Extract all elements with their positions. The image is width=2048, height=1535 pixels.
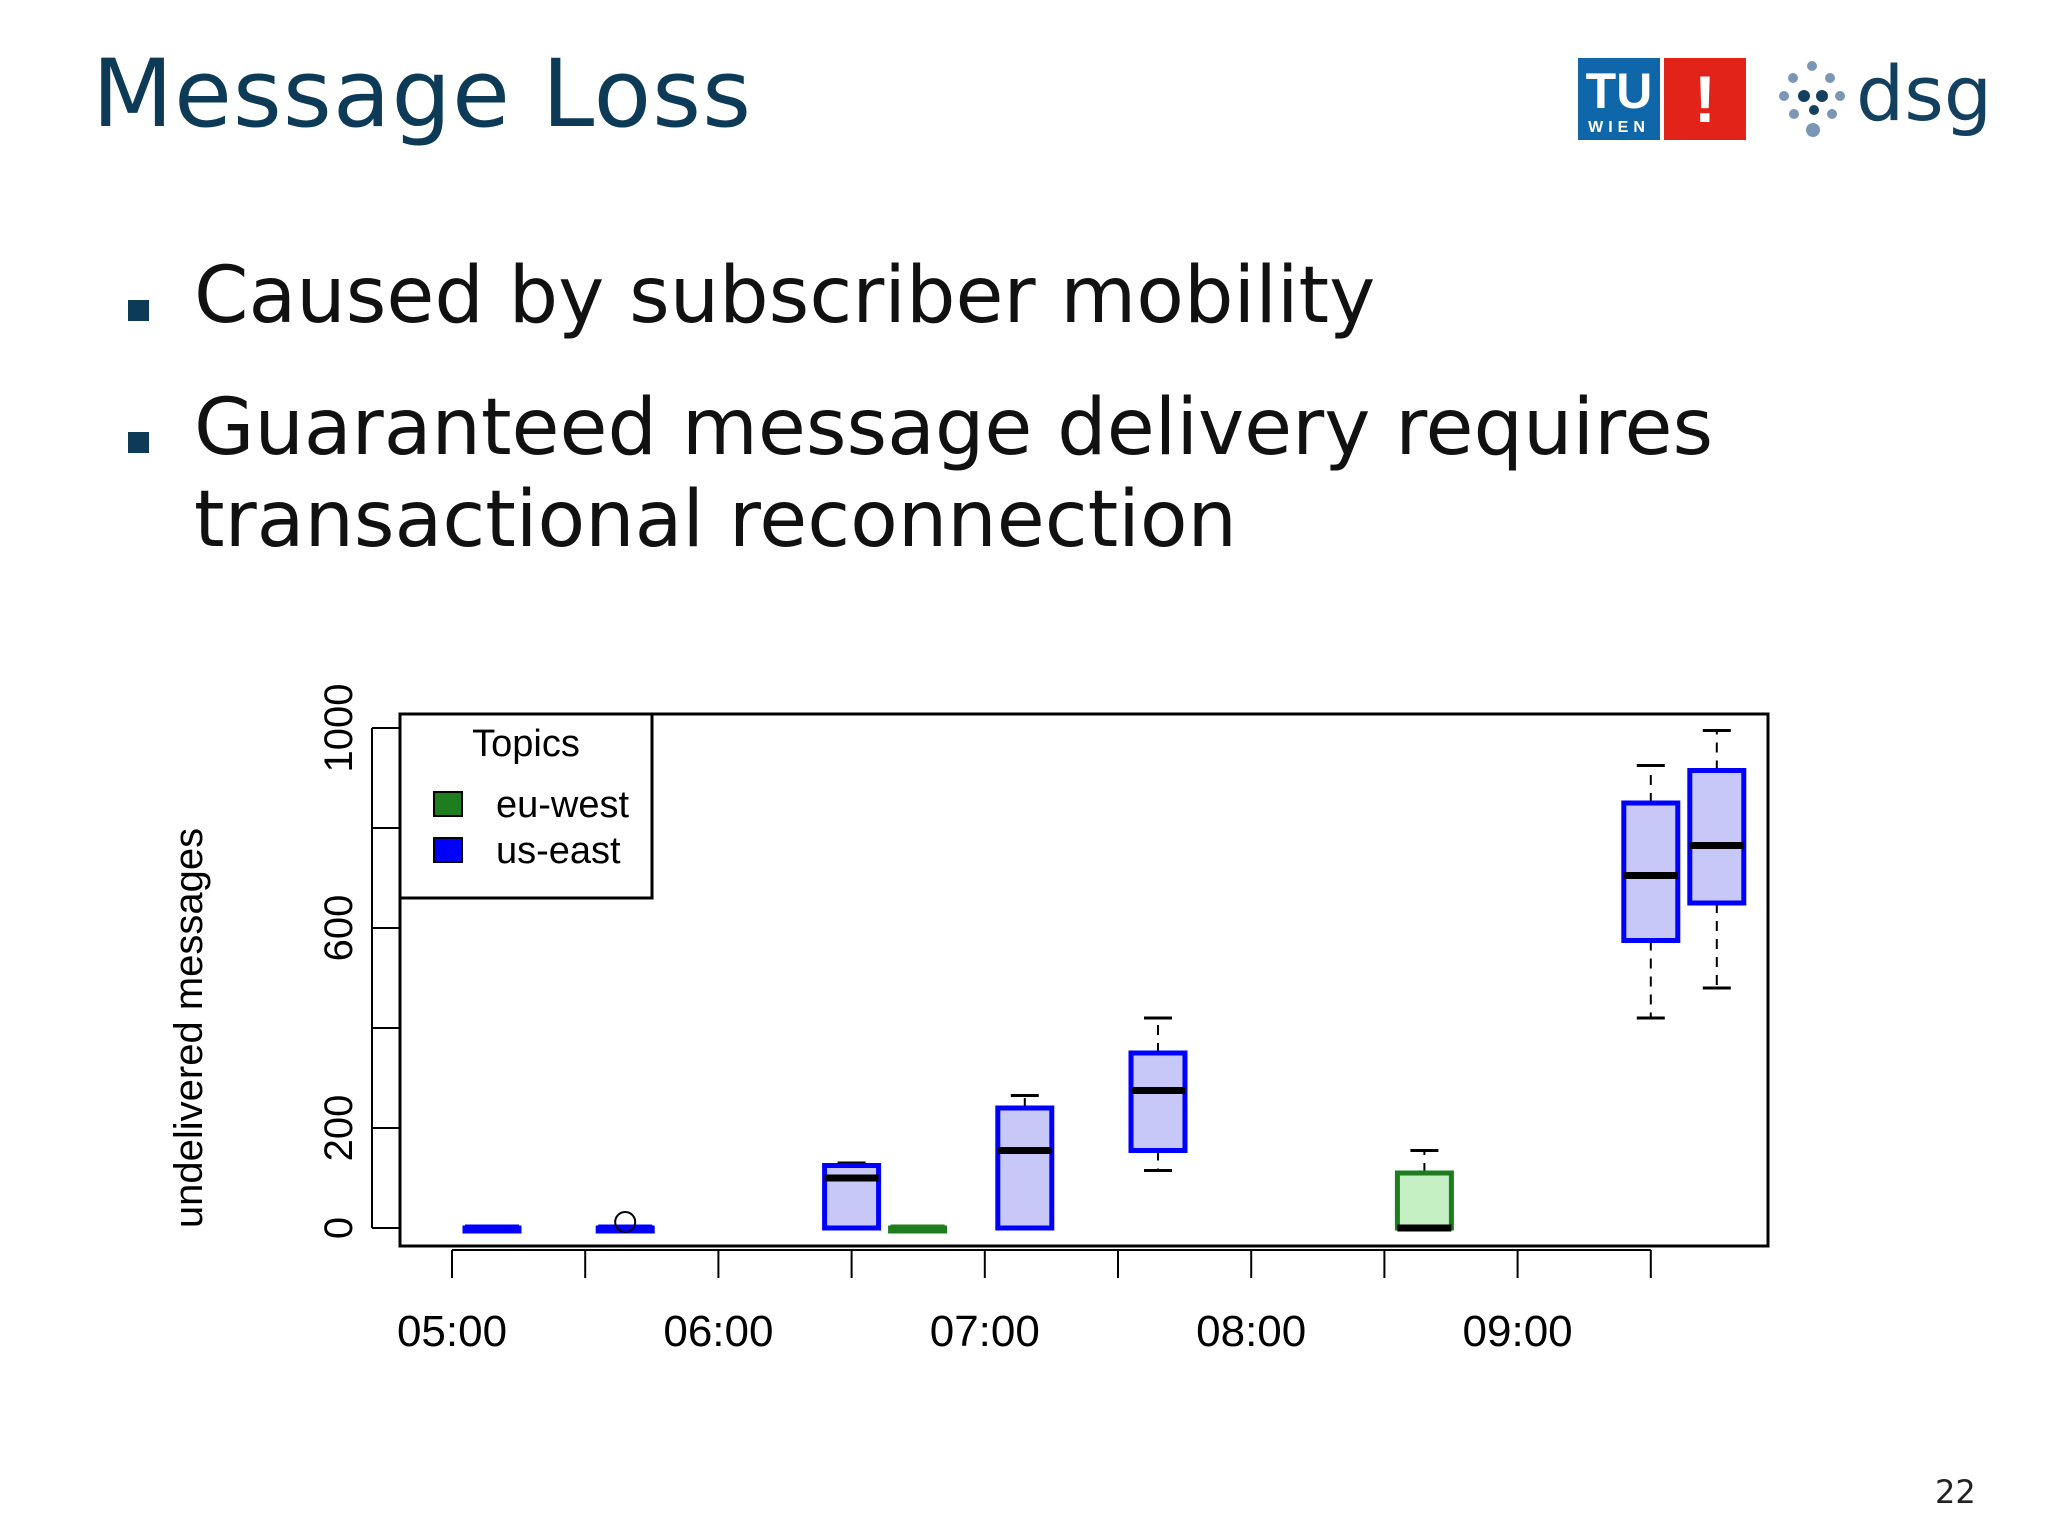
x-tick-label: 05:00 (397, 1307, 507, 1356)
y-tick-label: 0 (317, 1217, 361, 1239)
box (995, 1105, 1055, 1231)
legend-title: Topics (472, 723, 580, 765)
bullet-square-icon (128, 300, 149, 321)
legend-label: eu-west (496, 784, 629, 826)
box (1621, 800, 1681, 943)
logos: TU WIEN ! dsg (1578, 56, 1992, 140)
legend-swatch (433, 837, 463, 863)
plot-frame (398, 712, 1770, 1248)
y-axis-label: undelivered messages (167, 828, 211, 1228)
tu-logo-letters: TU (1586, 63, 1653, 119)
x-tick-label: 07:00 (930, 1307, 1040, 1356)
tu-logo-box (1578, 58, 1660, 140)
box (1394, 1170, 1454, 1231)
bullet-item: Caused by subscriber mobility (128, 250, 1878, 342)
x-tick-label: 06:00 (663, 1307, 773, 1356)
bullet-list: Caused by subscriber mobility Guaranteed… (128, 250, 1878, 606)
tu-logo-wien: WIEN (1588, 119, 1650, 136)
bullet-item: Guaranteed message delivery requires tra… (128, 382, 1878, 566)
x-tick-label: 09:00 (1463, 1307, 1573, 1356)
boxplot-chart: 0 200 600 1000 undelivered messages 05:00 06:0… (167, 684, 1770, 1356)
legend-swatch (433, 791, 463, 817)
y-tick-label: 1000 (317, 684, 361, 773)
bullet-text: Caused by subscriber mobility (194, 251, 1376, 341)
x-tick-label: 08:00 (1196, 1307, 1306, 1356)
y-tick-label: 200 (317, 1095, 361, 1162)
exclaim-logo-mark: ! (1694, 62, 1716, 136)
box (1128, 1050, 1188, 1153)
y-tick-label: 600 (317, 895, 361, 962)
outlier-point (614, 1211, 637, 1233)
dsg-logo-text: dsg (1856, 56, 1992, 138)
legend-label: us-east (496, 830, 621, 872)
bullet-text: Guaranteed message delivery requires tra… (194, 383, 1714, 565)
dsg-dots-icon (1779, 61, 1845, 137)
exclaim-logo-box (1664, 58, 1746, 140)
bullet-square-icon (128, 432, 149, 453)
box (1687, 768, 1747, 906)
slide-title: Message Loss (92, 40, 753, 149)
page-number: 22 (1935, 1473, 1976, 1511)
